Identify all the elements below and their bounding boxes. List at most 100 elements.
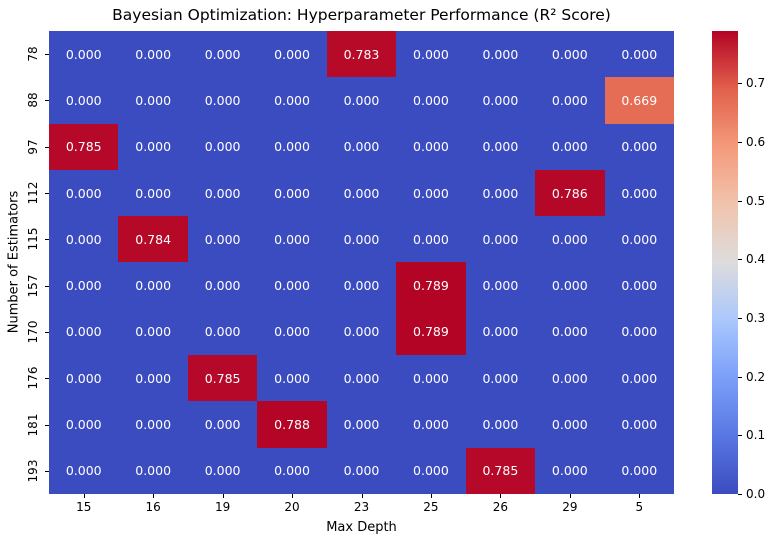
heatmap-cell: 0.000 <box>535 216 605 263</box>
heatmap-cell: 0.784 <box>118 216 188 263</box>
heatmap-cell: 0.000 <box>257 31 327 78</box>
heatmap-cell: 0.000 <box>604 216 674 263</box>
heatmap-cell: 0.000 <box>257 216 327 263</box>
heatmap-cell: 0.000 <box>187 401 258 448</box>
heatmap-cell: 0.000 <box>396 123 466 170</box>
y-tick-label: 181 <box>26 413 40 436</box>
x-tick-label: 29 <box>562 500 578 514</box>
x-tick <box>292 494 294 498</box>
heatmap-cell: 0.000 <box>326 123 397 170</box>
x-tick-label: 25 <box>423 500 439 514</box>
heatmap-cell: 0.000 <box>187 308 258 356</box>
y-tick <box>45 470 49 472</box>
heatmap-plot-area: 0.000 0.000 0.000 0.000 0.783 0.000 0.000 0.000… <box>49 31 674 494</box>
heatmap-cell: 0.000 <box>326 216 397 263</box>
colorbar-tick <box>738 141 742 143</box>
heatmap-cell: 0.000 <box>49 77 119 124</box>
heatmap-cell: 0.000 <box>118 123 188 170</box>
heatmap-cell: 0.000 <box>604 123 674 170</box>
x-tick-label: 16 <box>145 500 161 514</box>
colorbar-tick <box>738 259 742 261</box>
heatmap-cell: 0.000 <box>535 31 605 78</box>
heatmap-cell: 0.000 <box>49 169 119 217</box>
heatmap-cell: 0.000 <box>535 308 605 356</box>
heatmap-cell: 0.785 <box>465 447 536 494</box>
x-tick <box>83 494 85 498</box>
heatmap-cell: 0.000 <box>187 447 258 494</box>
x-tick <box>153 494 155 498</box>
y-tick <box>45 100 49 102</box>
heatmap-cell: 0.000 <box>326 262 397 309</box>
heatmap-cell: 0.000 <box>118 355 188 402</box>
heatmap-cell: 0.000 <box>326 401 397 448</box>
y-tick <box>45 193 49 195</box>
y-tick-label: 88 <box>26 92 40 109</box>
heatmap-cell: 0.000 <box>326 447 397 494</box>
heatmap-cell: 0.000 <box>118 447 188 494</box>
heatmap-cell: 0.000 <box>49 308 119 356</box>
heatmap-cell: 0.000 <box>187 77 258 124</box>
x-tick-label: 15 <box>76 500 92 514</box>
y-tick-label: 176 <box>26 366 40 390</box>
x-tick-label: 23 <box>353 500 370 514</box>
heatmap-cell: 0.000 <box>49 262 119 309</box>
x-tick <box>361 494 363 498</box>
heatmap-cell: 0.000 <box>604 262 674 309</box>
heatmap-cell: 0.000 <box>118 31 188 78</box>
heatmap-cell: 0.000 <box>49 355 119 402</box>
y-tick <box>45 285 49 287</box>
heatmap-cell: 0.000 <box>604 308 674 356</box>
heatmap-cell: 0.788 <box>257 401 327 448</box>
heatmap-cell: 0.000 <box>257 169 327 217</box>
x-tick-label: 20 <box>284 500 300 514</box>
heatmap-cell: 0.000 <box>187 262 258 309</box>
heatmap-cell: 0.000 <box>465 401 536 448</box>
x-tick <box>430 494 432 498</box>
x-tick-label: 5 <box>635 500 644 514</box>
heatmap-cell: 0.000 <box>535 447 605 494</box>
heatmap-cell: 0.000 <box>326 308 397 356</box>
heatmap-cell: 0.000 <box>604 401 674 448</box>
y-tick <box>45 378 49 380</box>
heatmap-cell: 0.000 <box>396 169 466 217</box>
heatmap-cell: 0.000 <box>604 447 674 494</box>
heatmap-cell: 0.000 <box>257 262 327 309</box>
heatmap-cell: 0.000 <box>465 262 536 309</box>
x-tick <box>569 494 571 498</box>
heatmap-cell: 0.786 <box>535 169 605 217</box>
colorbar-tick-label: 0.5 <box>746 193 766 208</box>
heatmap-cell: 0.000 <box>49 31 119 78</box>
y-tick <box>45 424 49 426</box>
heatmap-cell: 0.000 <box>187 123 258 170</box>
heatmap-cell: 0.000 <box>257 355 327 402</box>
heatmap-cell: 0.000 <box>604 31 674 78</box>
y-tick <box>45 239 49 241</box>
colorbar-tick <box>738 83 742 85</box>
heatmap-cell: 0.785 <box>187 355 258 402</box>
y-tick <box>45 146 49 148</box>
heatmap-cell: 0.000 <box>326 355 397 402</box>
heatmap-cell: 0.000 <box>535 77 605 124</box>
colorbar-tick <box>738 317 742 319</box>
y-tick <box>45 54 49 56</box>
heatmap-cell: 0.789 <box>396 308 466 356</box>
heatmap-cell: 0.000 <box>465 308 536 356</box>
heatmap-cell: 0.000 <box>257 308 327 356</box>
heatmap-cell: 0.000 <box>118 77 188 124</box>
heatmap-cell: 0.000 <box>535 262 605 309</box>
heatmap-cell: 0.000 <box>118 169 188 217</box>
heatmap-cell: 0.000 <box>49 216 119 263</box>
heatmap-cell: 0.669 <box>604 77 674 124</box>
heatmap-cell: 0.789 <box>396 262 466 309</box>
heatmap-cell: 0.000 <box>396 216 466 263</box>
y-tick-label: 193 <box>26 459 40 483</box>
heatmap-cell: 0.000 <box>257 123 327 170</box>
colorbar-tick-label: 0.1 <box>746 428 766 443</box>
chart-title: Bayesian Optimization: Hyperparameter Pe… <box>112 6 611 24</box>
heatmap-cell: 0.000 <box>604 169 674 217</box>
x-tick-label: 26 <box>492 500 509 514</box>
x-tick <box>222 494 224 498</box>
heatmap-cell: 0.000 <box>49 401 119 448</box>
heatmap-cell: 0.000 <box>535 123 605 170</box>
heatmap-cell: 0.000 <box>118 262 188 309</box>
